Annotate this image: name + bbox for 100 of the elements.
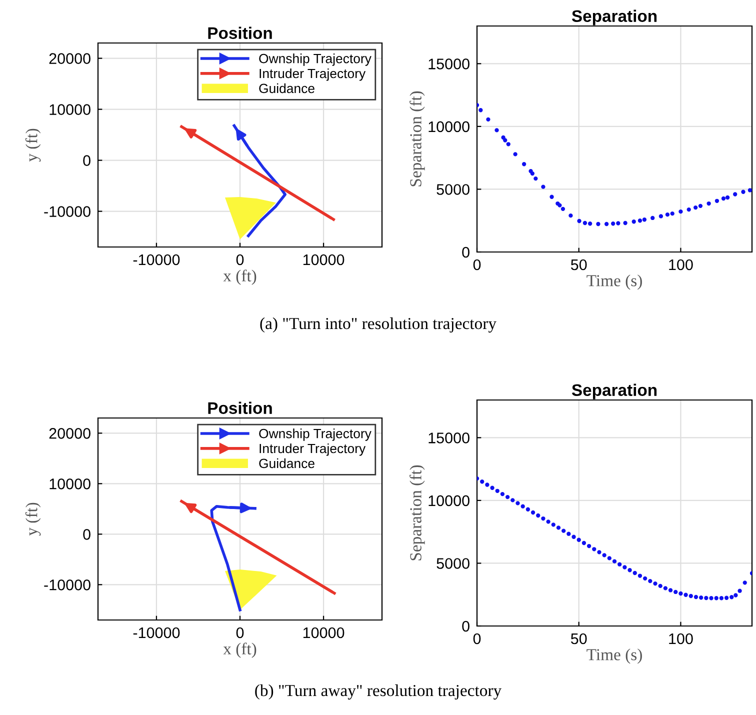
chart-title: Position bbox=[208, 26, 272, 39]
point bbox=[648, 578, 652, 584]
legend-label: Guidance bbox=[259, 83, 314, 94]
y-tick-label: -10000 bbox=[44, 580, 90, 590]
point bbox=[663, 586, 668, 590]
x-axis-title: x (ft) bbox=[223, 642, 256, 658]
point bbox=[522, 162, 526, 166]
point bbox=[551, 522, 556, 527]
point bbox=[604, 222, 609, 226]
text: (b) "Turn away" resolution trajectory bbox=[255, 684, 502, 700]
x-tick-label: 0 bbox=[473, 259, 481, 270]
point bbox=[556, 526, 561, 530]
point bbox=[577, 218, 582, 224]
point bbox=[632, 220, 636, 224]
point bbox=[622, 565, 627, 570]
x-tick-label: 100 bbox=[669, 259, 693, 270]
point bbox=[478, 108, 483, 112]
point bbox=[582, 540, 586, 546]
point bbox=[568, 214, 573, 218]
legend-label: Ownship Trajectory bbox=[259, 54, 372, 66]
legend-label: Guidance bbox=[259, 458, 314, 468]
y-tick-label: 5000 bbox=[436, 558, 470, 569]
point bbox=[602, 553, 606, 558]
point bbox=[503, 138, 508, 142]
point bbox=[485, 482, 490, 487]
point bbox=[612, 559, 617, 564]
line-series bbox=[210, 504, 256, 612]
point bbox=[668, 588, 673, 592]
point bbox=[495, 488, 500, 493]
x-tick-label: 10000 bbox=[303, 627, 344, 638]
point bbox=[546, 520, 550, 524]
y-tick-label: 10000 bbox=[50, 104, 90, 115]
point bbox=[724, 596, 729, 600]
point bbox=[686, 207, 691, 212]
point bbox=[500, 492, 505, 496]
point bbox=[501, 135, 506, 140]
point bbox=[597, 550, 602, 554]
legend-label: Ownship Trajectory bbox=[259, 428, 372, 441]
point bbox=[480, 480, 484, 484]
y-tick-label: 15000 bbox=[428, 58, 470, 70]
point bbox=[607, 556, 612, 560]
point bbox=[536, 513, 540, 518]
point bbox=[709, 596, 714, 600]
point bbox=[610, 222, 616, 226]
point bbox=[506, 142, 510, 146]
point bbox=[706, 201, 711, 206]
point bbox=[561, 528, 566, 533]
point bbox=[490, 486, 494, 490]
y-tick-label: 0 bbox=[462, 246, 470, 258]
y-tick-label: 15000 bbox=[428, 432, 470, 444]
point bbox=[566, 532, 571, 536]
point bbox=[623, 220, 628, 226]
point bbox=[653, 581, 658, 586]
point bbox=[534, 176, 538, 181]
point bbox=[725, 195, 730, 200]
point bbox=[494, 128, 499, 132]
point bbox=[618, 562, 622, 566]
legend-label: Intruder Trajectory bbox=[260, 443, 366, 456]
point bbox=[642, 576, 648, 580]
point bbox=[526, 507, 530, 512]
point bbox=[733, 192, 738, 196]
y-tick-label: 0 bbox=[83, 529, 90, 540]
point bbox=[516, 501, 520, 506]
x-tick-label: 50 bbox=[570, 259, 587, 270]
y-tick-label: 10000 bbox=[50, 478, 90, 490]
point bbox=[670, 211, 674, 216]
point bbox=[738, 588, 742, 593]
point bbox=[658, 214, 664, 218]
y-axis-title: Separation (ft) bbox=[410, 91, 425, 186]
point bbox=[632, 570, 637, 576]
point bbox=[596, 222, 600, 226]
point bbox=[541, 516, 546, 521]
point bbox=[742, 580, 747, 585]
x-axis-title: Time (s) bbox=[586, 274, 642, 290]
point bbox=[730, 595, 734, 600]
y-axis-title: y (ft) bbox=[25, 128, 41, 162]
point bbox=[684, 592, 688, 597]
point bbox=[505, 494, 510, 500]
point bbox=[734, 593, 738, 598]
x-axis-title: Time (s) bbox=[586, 648, 642, 664]
point bbox=[693, 205, 698, 210]
point bbox=[650, 216, 655, 220]
x-tick-label: 0 bbox=[236, 254, 244, 266]
y-tick-label: -10000 bbox=[44, 206, 90, 217]
point bbox=[748, 188, 752, 192]
y-tick-label: 10000 bbox=[428, 495, 470, 506]
point bbox=[698, 596, 704, 600]
point bbox=[530, 510, 536, 515]
x-tick-label: 100 bbox=[669, 633, 693, 644]
line-series bbox=[232, 124, 286, 238]
y-tick-label: 20000 bbox=[49, 53, 90, 64]
point bbox=[582, 220, 588, 226]
point bbox=[520, 504, 525, 508]
text: (a) "Turn into" resolution trajectory bbox=[260, 317, 496, 333]
chart-title: Separation bbox=[572, 10, 657, 26]
chart-title: Separation bbox=[572, 384, 657, 400]
point bbox=[721, 196, 726, 201]
point bbox=[576, 538, 581, 542]
point bbox=[628, 568, 632, 572]
point bbox=[698, 204, 703, 208]
